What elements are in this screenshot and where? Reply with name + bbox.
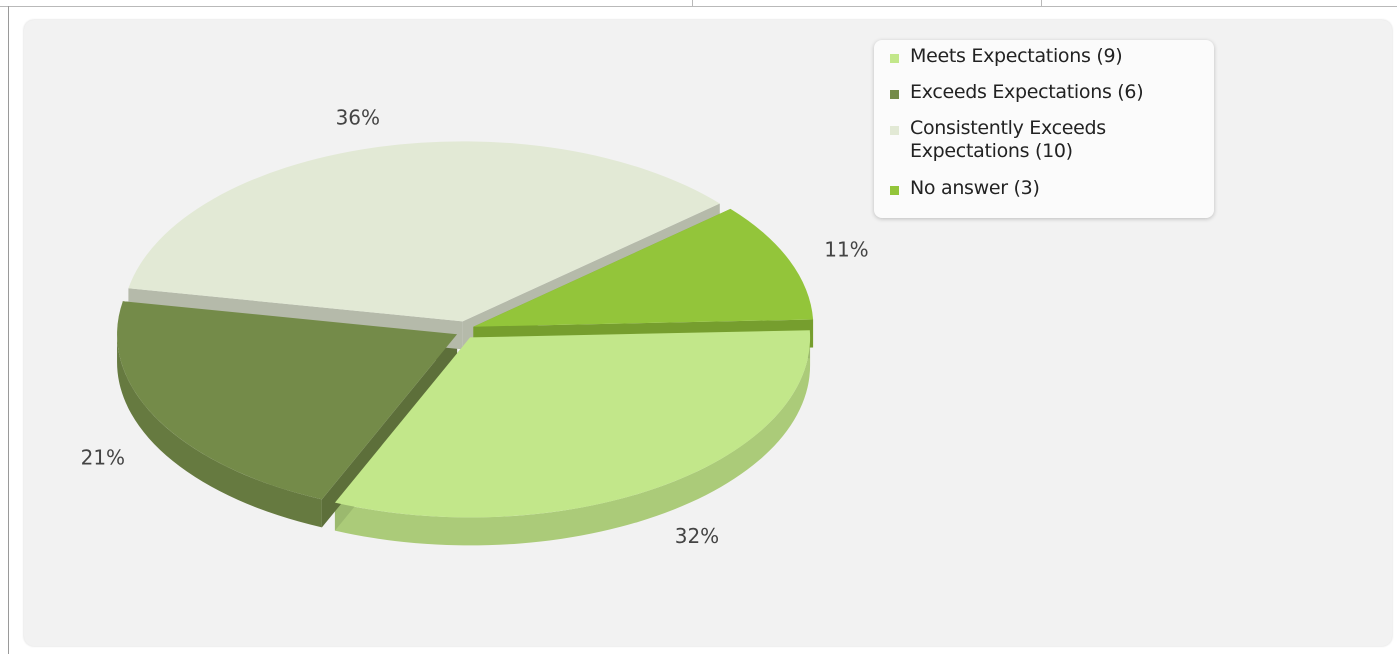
legend-label: Exceeds Expectations (6) (910, 81, 1144, 103)
legend-item-meets-expectations[interactable]: Meets Expectations (9) (890, 45, 1170, 68)
left-border-line (8, 6, 9, 654)
legend-label: Meets Expectations (9) (910, 45, 1123, 67)
chart-legend: Meets Expectations (9) Exceeds Expectati… (874, 40, 1214, 218)
legend-item-consistently-exceeds[interactable]: Consistently Exceeds Expectations (10) (890, 117, 1142, 163)
legend-label: Consistently Exceeds Expectations (10) (910, 117, 1106, 162)
legend-swatch (890, 54, 899, 63)
legend-label: No answer (3) (910, 177, 1040, 199)
pie-slice-side-0 (334, 337, 811, 546)
pie-percent-label: 21% (81, 445, 125, 469)
column-divider (692, 0, 693, 6)
pie-percent-label: 32% (675, 524, 719, 548)
pie-percent-label: 36% (336, 105, 380, 129)
pie-slice-1[interactable] (117, 301, 458, 500)
legend-item-exceeds-expectations[interactable]: Exceeds Expectations (6) (890, 81, 1170, 104)
pie-slice-side-1 (117, 334, 322, 528)
pie-tops (117, 141, 814, 518)
pie-slice-0[interactable] (334, 330, 811, 518)
legend-swatch (890, 90, 899, 99)
pie-labels: 32% 21% 36% 11% (81, 105, 869, 548)
pie-percent-label: 11% (824, 238, 868, 262)
pie-slice-2[interactable] (128, 141, 720, 322)
top-border-line (0, 6, 1397, 7)
legend-swatch (890, 186, 899, 195)
column-divider (1041, 0, 1042, 6)
legend-item-no-answer[interactable]: No answer (3) (890, 177, 1170, 200)
pie-slice-3[interactable] (473, 208, 814, 327)
legend-swatch (890, 126, 899, 135)
